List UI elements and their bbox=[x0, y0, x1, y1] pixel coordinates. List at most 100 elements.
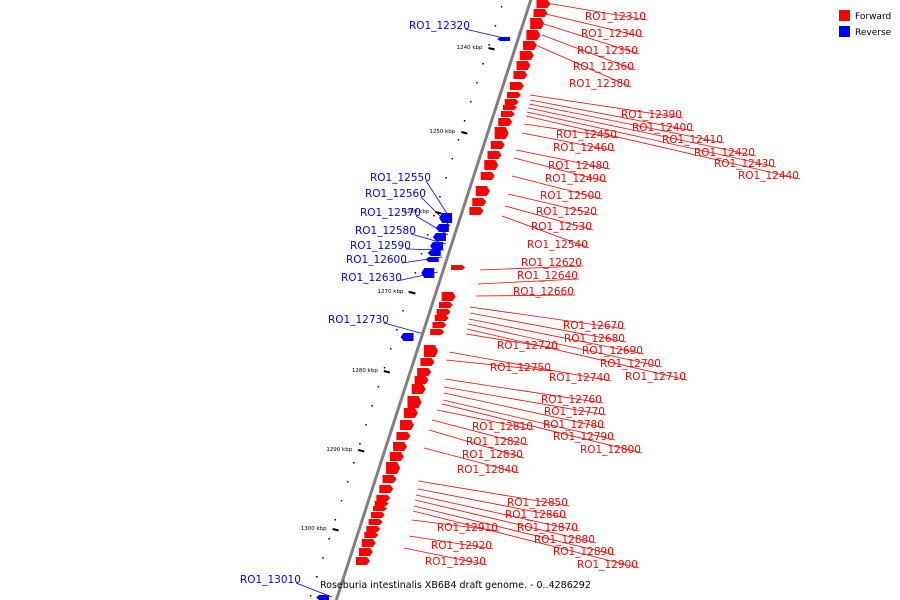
major-tick bbox=[409, 291, 416, 295]
gene-label-ro1-12580: RO1_12580 bbox=[355, 225, 416, 237]
leader-ro1-12770 bbox=[443, 386, 607, 416]
gene-label-ro1-12680: RO1_12680 bbox=[564, 333, 625, 345]
gene-label-ro1-12430: RO1_12430 bbox=[714, 158, 775, 170]
forward-gene-feature bbox=[504, 99, 519, 105]
gene-label-ro1-12840: RO1_12840 bbox=[457, 464, 518, 476]
gene-label-ro1-12590: RO1_12590 bbox=[350, 240, 411, 252]
forward-gene-feature bbox=[370, 512, 385, 518]
reverse-gene-feature bbox=[430, 242, 444, 250]
leader-ro1-12900 bbox=[412, 510, 640, 569]
gene-label-ro1-12630: RO1_12630 bbox=[341, 272, 402, 284]
gene-label-ro1-12880: RO1_12880 bbox=[534, 534, 595, 546]
forward-gene-feature bbox=[487, 151, 502, 159]
gene-label-ro1-12800: RO1_12800 bbox=[580, 444, 641, 456]
genome-backbone bbox=[334, 0, 533, 600]
forward-gene-feature bbox=[526, 30, 541, 40]
minor-tick bbox=[494, 25, 497, 27]
minor-tick bbox=[476, 82, 478, 84]
leader-ro1-12850 bbox=[417, 480, 570, 507]
reverse-gene-feature bbox=[421, 268, 435, 278]
leader-ro1-12380 bbox=[537, 45, 632, 88]
forward-gene-feature bbox=[368, 519, 383, 525]
minor-tick bbox=[359, 443, 361, 445]
gene-label-ro1-12740: RO1_12740 bbox=[549, 372, 610, 384]
reverse-gene-feature bbox=[427, 250, 441, 256]
legend-reverse-swatch bbox=[839, 26, 850, 37]
gene-label-ro1-12690: RO1_12690 bbox=[582, 345, 643, 357]
leader-ro1-12360 bbox=[541, 34, 636, 71]
leader-ro1-12920 bbox=[408, 535, 494, 550]
caption-range: - 0..4286292 bbox=[527, 580, 591, 591]
forward-gene-feature bbox=[417, 368, 432, 376]
forward-gene-feature bbox=[396, 432, 411, 440]
gene-label-ro1-12500: RO1_12500 bbox=[540, 190, 601, 202]
forward-gene-feature bbox=[451, 265, 466, 270]
forward-gene-feature bbox=[498, 118, 513, 126]
gene-label-ro1-12540: RO1_12540 bbox=[527, 239, 588, 251]
minor-tick bbox=[322, 557, 324, 559]
forward-gene-feature bbox=[372, 506, 387, 511]
leader-lines bbox=[295, 2, 801, 598]
forward-gene-feature bbox=[423, 345, 438, 357]
minor-tick bbox=[500, 6, 503, 8]
minor-tick bbox=[457, 139, 460, 141]
forward-gene-feature bbox=[436, 309, 451, 315]
gene-labels: RO1_12310 RO1_12340 RO1_12350 RO1_12360 RO1_… bbox=[240, 11, 799, 586]
minor-tick bbox=[451, 158, 454, 160]
minor-tick bbox=[334, 519, 337, 521]
gene-label-ro1-12520: RO1_12520 bbox=[536, 206, 597, 218]
forward-gene-feature bbox=[407, 396, 422, 408]
forward-gene-feature bbox=[403, 408, 418, 418]
gene-label-ro1-12890: RO1_12890 bbox=[553, 546, 614, 558]
forward-gene-feature bbox=[536, 0, 551, 8]
leader-ro1-12910 bbox=[411, 519, 500, 532]
leader-ro1-12640 bbox=[477, 278, 580, 285]
forward-gene-feature bbox=[480, 172, 495, 180]
major-tick bbox=[332, 528, 339, 532]
leader-ro1-12410 bbox=[528, 103, 725, 144]
leader-ro1-12670 bbox=[469, 306, 626, 330]
gene-label-ro1-12720: RO1_12720 bbox=[497, 340, 558, 352]
genome-caption: Roseburia intestinalis XB6B4 draft genom… bbox=[320, 580, 591, 591]
leader-ro1-12420 bbox=[527, 107, 757, 157]
leader-ro1-12390 bbox=[529, 94, 684, 119]
forward-gene-feature bbox=[441, 292, 456, 301]
leader-ro1-12750 bbox=[445, 359, 553, 372]
gene-label-ro1-12390: RO1_12390 bbox=[621, 109, 682, 121]
minor-tick bbox=[346, 481, 349, 483]
minor-tick bbox=[433, 215, 435, 217]
reverse-gene-feature bbox=[439, 213, 453, 223]
gene-label-ro1-12810: RO1_12810 bbox=[472, 421, 533, 433]
leader-ro1-12490 bbox=[513, 157, 608, 183]
minor-tick bbox=[439, 196, 441, 198]
leader-ro1-12720 bbox=[465, 333, 560, 350]
major-tick-marks bbox=[332, 47, 495, 532]
leader-ro1-12400 bbox=[529, 99, 695, 132]
leader-ro1-12840 bbox=[423, 447, 520, 474]
forward-gene-feature bbox=[358, 548, 373, 556]
gene-label-ro1-12490: RO1_12490 bbox=[545, 173, 606, 185]
gene-label-ro1-12530: RO1_12530 bbox=[531, 221, 592, 233]
leader-ro1-12660 bbox=[475, 294, 576, 297]
minor-tick bbox=[445, 177, 447, 179]
reverse-gene-feature bbox=[432, 233, 446, 241]
forward-gene-feature bbox=[411, 384, 426, 394]
leader-ro1-12700 bbox=[467, 323, 663, 368]
forward-gene-feature bbox=[364, 532, 379, 538]
leader-ro1-12680 bbox=[469, 312, 627, 343]
forward-gene-feature bbox=[361, 539, 376, 547]
forward-gene-feature bbox=[475, 186, 490, 196]
gene-label-ro1-12660: RO1_12660 bbox=[513, 286, 574, 298]
gene-label-ro1-12710: RO1_12710 bbox=[625, 371, 686, 383]
reverse-gene-feature bbox=[425, 257, 439, 262]
gene-label-ro1-12670: RO1_12670 bbox=[563, 320, 624, 332]
major-tick bbox=[488, 47, 495, 51]
leader-ro1-12540 bbox=[501, 215, 590, 249]
gene-label-ro1-12900: RO1_12900 bbox=[577, 559, 638, 571]
gene-label-ro1-12640: RO1_12640 bbox=[517, 270, 578, 282]
gene-label-ro1-12730: RO1_12730 bbox=[328, 314, 389, 326]
forward-gene-feature bbox=[494, 127, 509, 139]
forward-gene-feature bbox=[513, 71, 528, 79]
forward-gene-feature bbox=[430, 329, 445, 335]
minor-tick bbox=[396, 329, 398, 331]
